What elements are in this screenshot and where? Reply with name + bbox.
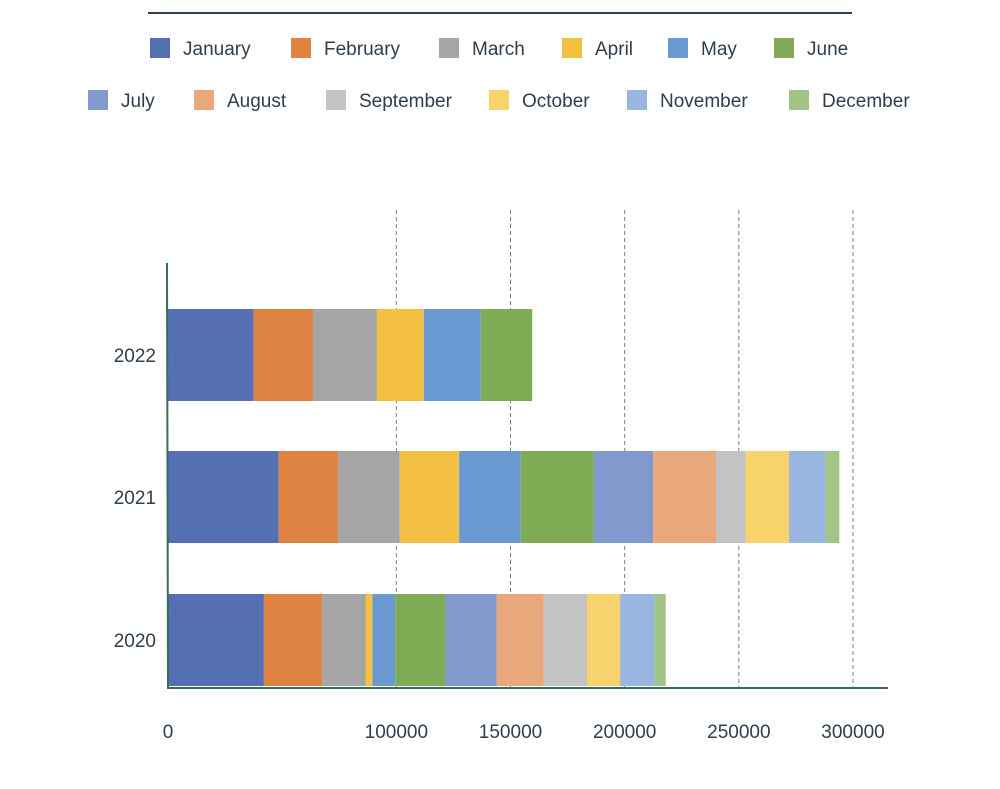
bar-2021-february bbox=[278, 451, 339, 543]
legend-item-november: November bbox=[627, 90, 748, 112]
bar-2020-november bbox=[620, 594, 655, 686]
bar-2022-march bbox=[312, 309, 377, 401]
legend-label-october: October bbox=[522, 91, 590, 112]
x-tick-label-200000: 200000 bbox=[593, 722, 656, 743]
legend-swatch-october bbox=[489, 90, 509, 110]
bar-2021-april bbox=[399, 451, 460, 543]
legend-label-june: June bbox=[807, 39, 848, 60]
bar-2021-july bbox=[593, 451, 654, 543]
legend-item-may: May bbox=[668, 38, 737, 60]
legend-swatch-february bbox=[291, 38, 311, 58]
legend-swatch-july bbox=[88, 90, 108, 110]
legend-swatch-april bbox=[562, 38, 582, 58]
legend-swatch-november bbox=[627, 90, 647, 110]
bar-2021-november bbox=[789, 451, 826, 543]
legend-item-march: March bbox=[439, 38, 525, 60]
x-tick-label-150000: 150000 bbox=[479, 722, 542, 743]
legend-item-january: January bbox=[150, 38, 251, 60]
legend-item-september: September bbox=[326, 90, 453, 112]
bar-2021-june bbox=[520, 451, 594, 543]
x-tick-label-250000: 250000 bbox=[707, 722, 770, 743]
bar-2020-july bbox=[445, 594, 497, 686]
bar-2020-may bbox=[372, 594, 396, 686]
legend-label-november: November bbox=[660, 91, 748, 112]
legend-swatch-august bbox=[194, 90, 214, 110]
legend-label-december: December bbox=[822, 91, 910, 112]
bar-2020-december bbox=[654, 594, 666, 686]
gridlines bbox=[395, 210, 854, 688]
legend-item-july: July bbox=[88, 90, 155, 112]
bar-2020-june bbox=[395, 594, 446, 686]
legend-label-september: September bbox=[359, 91, 453, 112]
bar-2020-august bbox=[496, 594, 544, 686]
bar-2020-april bbox=[365, 594, 373, 686]
bar-2022-february bbox=[253, 309, 313, 401]
legend: January February March April May June July Augu… bbox=[88, 38, 910, 112]
bar-2021-october bbox=[745, 451, 790, 543]
bar-2020-march bbox=[322, 594, 366, 686]
x-tick-label-300000: 300000 bbox=[821, 722, 884, 743]
bar-2021-may bbox=[459, 451, 521, 543]
legend-swatch-january bbox=[150, 38, 170, 58]
y-tick-label-2021: 2021 bbox=[114, 488, 156, 509]
bar-2021-september bbox=[716, 451, 746, 543]
bar-2021-march bbox=[338, 451, 400, 543]
bar-2021-january bbox=[168, 451, 279, 543]
legend-swatch-june bbox=[774, 38, 794, 58]
bar-2020-january bbox=[168, 594, 264, 686]
bar-2020-september bbox=[543, 594, 587, 686]
legend-label-february: February bbox=[324, 39, 401, 60]
bar-2021-december bbox=[825, 451, 840, 543]
legend-swatch-september bbox=[326, 90, 346, 110]
bar-2022-june bbox=[480, 309, 533, 401]
legend-item-october: October bbox=[489, 90, 590, 112]
legend-swatch-march bbox=[439, 38, 459, 58]
legend-item-december: December bbox=[789, 90, 910, 112]
legend-item-august: August bbox=[194, 90, 287, 112]
bars bbox=[168, 309, 840, 686]
legend-swatch-december bbox=[789, 90, 809, 110]
axes: 2022 2021 2020 0 100000 150000 200000 250000 300… bbox=[114, 262, 888, 743]
legend-label-january: January bbox=[183, 39, 251, 60]
bar-2021-august bbox=[653, 451, 716, 543]
bar-2020-october bbox=[586, 594, 621, 686]
legend-label-august: August bbox=[227, 91, 287, 112]
legend-label-april: April bbox=[595, 39, 633, 60]
bar-2022-april bbox=[376, 309, 424, 401]
x-tick-label-0: 0 bbox=[163, 722, 174, 743]
y-tick-label-2020: 2020 bbox=[114, 631, 156, 652]
legend-label-march: March bbox=[472, 39, 525, 60]
legend-swatch-may bbox=[668, 38, 688, 58]
y-axis-line bbox=[166, 262, 169, 689]
legend-item-june: June bbox=[774, 38, 848, 60]
x-tick-label-100000: 100000 bbox=[365, 722, 428, 743]
y-tick-label-2022: 2022 bbox=[114, 346, 156, 367]
legend-label-may: May bbox=[701, 39, 737, 60]
legend-item-april: April bbox=[562, 38, 633, 60]
bar-2022-may bbox=[423, 309, 481, 401]
bar-2022-january bbox=[168, 309, 254, 401]
bar-2020-february bbox=[263, 594, 323, 686]
legend-item-february: February bbox=[291, 38, 401, 60]
legend-label-july: July bbox=[121, 91, 155, 112]
